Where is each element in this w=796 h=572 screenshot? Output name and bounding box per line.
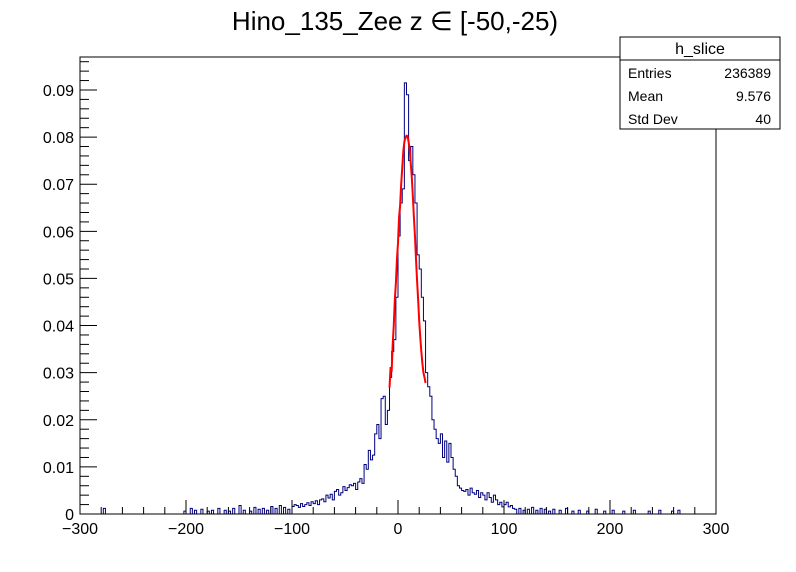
stats-stddev-value: 40	[755, 111, 771, 127]
x-tick-label: 100	[491, 521, 518, 538]
stats-entries-label: Entries	[628, 65, 672, 81]
stats-box-frame	[619, 36, 781, 130]
x-tick-label: −100	[274, 521, 310, 538]
y-tick-label: 0.09	[43, 83, 74, 100]
stats-entries-value: 236389	[724, 65, 771, 81]
stats-mean-value: 9.576	[736, 88, 771, 104]
x-tick-label: 0	[394, 521, 403, 538]
stats-mean-label: Mean	[628, 88, 663, 104]
axis-layer: −300 −200 −100 0 100 200 300 0 0.01 0.02 0.03 0.04 0…	[43, 61, 730, 538]
fit-layer	[388, 134, 427, 388]
y-tick-label: 0.08	[43, 130, 74, 147]
y-tick-label: 0.01	[43, 460, 74, 477]
y-tick-label: 0.03	[43, 366, 74, 383]
y-tick-label: 0	[65, 507, 74, 524]
x-tick-label: −200	[168, 521, 204, 538]
stats-stddev-label: Std Dev	[628, 111, 678, 127]
gaussian-fit-curve	[388, 134, 427, 388]
y-tick-label: 0.07	[43, 177, 74, 194]
y-tick-label: 0.05	[43, 271, 74, 288]
plot-frame	[79, 56, 717, 515]
x-tick-label: −300	[62, 521, 98, 538]
x-tick-label: 300	[703, 521, 730, 538]
y-tick-label: 0.04	[43, 319, 74, 336]
y-tick-label: 0.06	[43, 224, 74, 241]
y-tick-label: 0.02	[43, 413, 74, 430]
stats-box-title: h_slice	[675, 41, 725, 58]
chart-title: Hino_135_Zee z ∈ [-50,-25)	[232, 6, 558, 36]
stats-box: h_slice Entries 236389 Mean 9.576 Std De…	[619, 36, 781, 130]
x-tick-label: 200	[597, 521, 624, 538]
